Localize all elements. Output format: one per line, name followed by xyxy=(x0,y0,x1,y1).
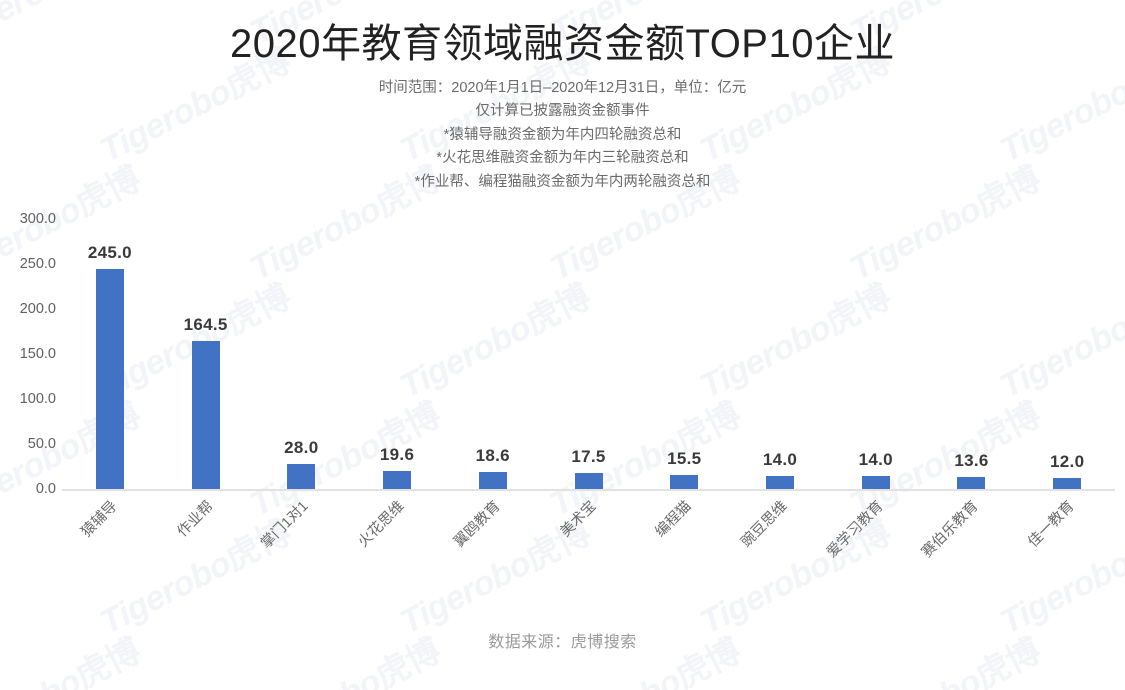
bar-value-label: 19.6 xyxy=(379,445,415,465)
bar[interactable] xyxy=(191,340,220,489)
y-axis: 300.0 250.0 200.0 150.0 100.0 50.0 0.0 xyxy=(0,205,62,505)
bar-value-label: 164.5 xyxy=(183,314,228,334)
source-note: 数据来源：虎博搜索 xyxy=(488,634,637,651)
category-slot: 编程猫 xyxy=(636,497,732,607)
bar-slot: 14.0 xyxy=(732,205,828,489)
bar[interactable] xyxy=(670,475,699,489)
bars-row: 245.0 164.5 28.0 19.6 18.6 17.5 15.5 14.0 14.0 13… xyxy=(62,205,1115,489)
bar-slot: 12.0 xyxy=(1019,205,1115,489)
bar-slot: 164.5 xyxy=(158,205,254,489)
subtitle-line: 仅计算已披露融资金额事件 xyxy=(475,103,650,120)
y-axis-tick-label: 300.0 xyxy=(19,211,56,227)
bar[interactable] xyxy=(1053,478,1082,489)
y-axis-tick-label: 100.0 xyxy=(19,391,56,407)
subtitle-line: *作业帮、编程猫融资金额为年内两轮融资总和 xyxy=(414,173,711,190)
x-axis-category-label: 猿辅导 xyxy=(78,498,121,541)
bar-slot: 28.0 xyxy=(253,205,349,489)
y-axis-tick-label: 250.0 xyxy=(19,256,56,272)
subtitle-line: *火花思维融资金额为年内三轮融资总和 xyxy=(436,150,689,167)
category-slot: 翼鸥教育 xyxy=(445,497,541,607)
category-slot: 掌门1对1 xyxy=(253,497,349,607)
x-axis-category-label: 豌豆思维 xyxy=(738,498,791,551)
bar-slot: 15.5 xyxy=(636,205,732,489)
bar[interactable] xyxy=(478,472,507,489)
bar-slot: 245.0 xyxy=(62,205,158,489)
bar-value-label: 12.0 xyxy=(1050,452,1085,472)
x-axis-category-label: 爱学习教育 xyxy=(823,498,887,561)
x-axis-category-label: 编程猫 xyxy=(652,498,695,541)
bar-slot: 19.6 xyxy=(349,205,445,489)
category-slot: 爱学习教育 xyxy=(824,497,924,607)
bar[interactable] xyxy=(287,463,316,489)
x-axis-category-label: 佳一教育 xyxy=(1025,498,1078,551)
x-axis-category-label: 翼鸥教育 xyxy=(451,498,504,551)
bar-slot: 13.6 xyxy=(924,205,1020,489)
category-labels-row: 猿辅导 作业帮 掌门1对1 火花思维 翼鸥教育 美术宝 编程猫 豌豆思维 爱学习教育 赛伯乐教育佳… xyxy=(62,497,1115,607)
bar-value-label: 17.5 xyxy=(571,447,606,467)
page-title: 2020年教育领域融资金额TOP10企业 xyxy=(230,22,895,66)
bar-value-label: 14.0 xyxy=(858,450,893,470)
y-axis-tick-label: 150.0 xyxy=(19,346,56,362)
bar[interactable] xyxy=(957,476,986,489)
bar[interactable] xyxy=(574,473,603,489)
bar-slot: 14.0 xyxy=(828,205,924,489)
x-axis-baseline xyxy=(62,489,1115,491)
category-slot: 佳一教育 xyxy=(1019,497,1115,607)
subtitle-block: 时间范围：2020年1月1日–2020年12月31日，单位：亿元 仅计算已披露融资… xyxy=(0,77,1125,194)
category-slot: 赛伯乐教育 xyxy=(919,497,1020,607)
bar-value-label: 245.0 xyxy=(87,242,132,262)
bar-slot: 17.5 xyxy=(541,205,637,489)
bar-value-label: 18.6 xyxy=(475,446,510,466)
plot-area: 300.0 250.0 200.0 150.0 100.0 50.0 0.0 245.0 16… xyxy=(0,205,1125,505)
category-slot: 美术宝 xyxy=(541,497,637,607)
title-block: 2020年教育领域融资金额TOP10企业 时间范围：2020年1月1日–2020… xyxy=(0,0,1125,194)
category-slot: 作业帮 xyxy=(158,497,254,607)
bar-value-label: 13.6 xyxy=(954,450,989,470)
category-slot: 豌豆思维 xyxy=(732,497,828,607)
x-axis-category-label: 火花思维 xyxy=(355,498,408,551)
bar[interactable] xyxy=(95,268,124,489)
bar[interactable] xyxy=(861,476,890,489)
bar-value-label: 15.5 xyxy=(667,449,702,469)
bar[interactable] xyxy=(766,476,794,489)
subtitle-line: 时间范围：2020年1月1日–2020年12月31日，单位：亿元 xyxy=(378,79,747,96)
y-axis-tick-label: 50.0 xyxy=(27,436,56,452)
bar-value-label: 28.0 xyxy=(284,437,319,457)
x-axis-category-label: 赛伯乐教育 xyxy=(919,498,983,561)
category-slot: 火花思维 xyxy=(349,497,445,607)
x-axis-category-label: 美术宝 xyxy=(557,498,600,541)
subtitle-line: *猿辅导融资金额为年内四轮融资总和 xyxy=(443,126,682,143)
bar[interactable] xyxy=(383,471,412,489)
x-axis-category-label: 掌门1对1 xyxy=(258,498,312,552)
x-axis-category-label: 作业帮 xyxy=(174,498,217,541)
bar-value-label: 14.0 xyxy=(762,450,798,470)
bar-slot: 18.6 xyxy=(445,205,541,489)
y-axis-tick-label: 200.0 xyxy=(19,301,56,317)
y-axis-tick-label: 0.0 xyxy=(35,481,56,497)
category-slot: 猿辅导 xyxy=(62,497,158,607)
